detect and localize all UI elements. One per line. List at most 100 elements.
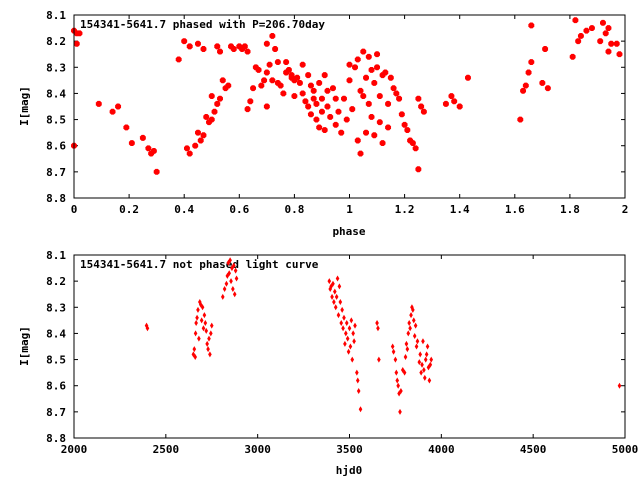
data-point [227, 270, 231, 277]
data-point [363, 74, 369, 81]
data-point [283, 59, 290, 66]
data-point [195, 129, 201, 136]
data-point [517, 116, 524, 123]
data-point [214, 100, 221, 107]
data-point [272, 46, 279, 52]
data-point [224, 280, 229, 287]
data-point [330, 293, 334, 300]
unphased-chart-xtick-label: 5000 [612, 443, 639, 456]
data-point [217, 48, 223, 55]
data-point [356, 387, 361, 394]
data-point [233, 267, 238, 274]
data-point [371, 80, 378, 86]
data-point [255, 66, 262, 73]
phased-chart-xtick-label: 0.8 [284, 203, 304, 216]
data-point [374, 51, 381, 58]
data-point [377, 356, 381, 363]
data-point [346, 77, 353, 84]
data-point [197, 335, 201, 342]
data-point [338, 299, 343, 306]
data-point [269, 32, 276, 39]
data-point [211, 108, 218, 115]
data-point [365, 100, 372, 107]
data-point [368, 66, 375, 73]
unphased-chart: 154341-5641.7 not phased light curve hjd… [18, 249, 638, 477]
data-point [332, 95, 339, 102]
data-point [344, 319, 349, 326]
unphased-chart-ytick-label: 8.2 [46, 275, 66, 288]
data-point [343, 340, 347, 347]
data-point [349, 317, 354, 324]
data-point [401, 121, 408, 128]
data-point [602, 30, 609, 37]
data-point [204, 327, 209, 334]
data-point [333, 304, 338, 311]
data-point [365, 53, 372, 60]
data-point [346, 61, 353, 68]
data-point [123, 124, 130, 131]
data-point [408, 325, 412, 332]
data-point [421, 338, 425, 345]
data-point [348, 343, 353, 350]
phased-chart-ytick-label: 8.6 [46, 140, 66, 153]
data-point [412, 333, 417, 340]
data-point [198, 299, 202, 306]
data-point [422, 367, 426, 374]
data-point [420, 108, 427, 115]
data-point [393, 90, 400, 97]
data-point [357, 87, 364, 94]
data-point [313, 116, 320, 123]
data-point [341, 95, 347, 102]
data-point [241, 43, 248, 50]
data-point [299, 90, 306, 97]
phased-chart-title: 154341-5641.7 phased with P=206.70day [80, 18, 325, 31]
data-point [597, 38, 604, 45]
data-point [423, 374, 427, 381]
data-point [608, 40, 615, 47]
unphased-chart-xtick-label: 4000 [428, 443, 455, 456]
data-point [569, 53, 576, 60]
data-point [442, 100, 449, 107]
data-point [429, 356, 434, 363]
data-point [343, 116, 350, 123]
data-point [342, 314, 346, 321]
data-point [291, 93, 298, 99]
data-point [109, 108, 116, 115]
data-point [376, 119, 383, 126]
phased-chart-xtick-label: 0.2 [119, 203, 139, 216]
unphased-chart-xtick-label: 3000 [244, 443, 271, 456]
data-point [404, 127, 411, 133]
data-point [305, 103, 312, 110]
data-point [181, 38, 188, 45]
data-point [352, 64, 358, 71]
data-point [95, 100, 102, 107]
phased-chart-ytick-label: 8.2 [46, 35, 66, 48]
data-point [396, 382, 400, 389]
data-point [385, 124, 392, 131]
data-point [346, 348, 351, 355]
data-point [371, 132, 378, 139]
data-point [201, 325, 206, 332]
data-point [575, 38, 582, 45]
data-point [307, 111, 314, 118]
data-point [206, 346, 210, 353]
data-point [415, 166, 422, 173]
data-point [324, 87, 331, 94]
unphased-chart-ytick-label: 8.1 [46, 249, 66, 262]
data-point [195, 314, 199, 321]
data-point [310, 95, 317, 102]
data-point [407, 319, 411, 326]
data-point [139, 134, 146, 141]
data-point [605, 48, 612, 55]
data-point [225, 82, 232, 89]
data-point [330, 85, 336, 92]
data-point [525, 69, 532, 76]
data-point [205, 340, 209, 347]
data-point [299, 61, 306, 68]
data-point [321, 127, 328, 133]
data-point [192, 346, 197, 353]
data-point [193, 353, 198, 360]
data-point [394, 369, 399, 376]
data-point [263, 40, 270, 47]
data-point [350, 356, 355, 363]
